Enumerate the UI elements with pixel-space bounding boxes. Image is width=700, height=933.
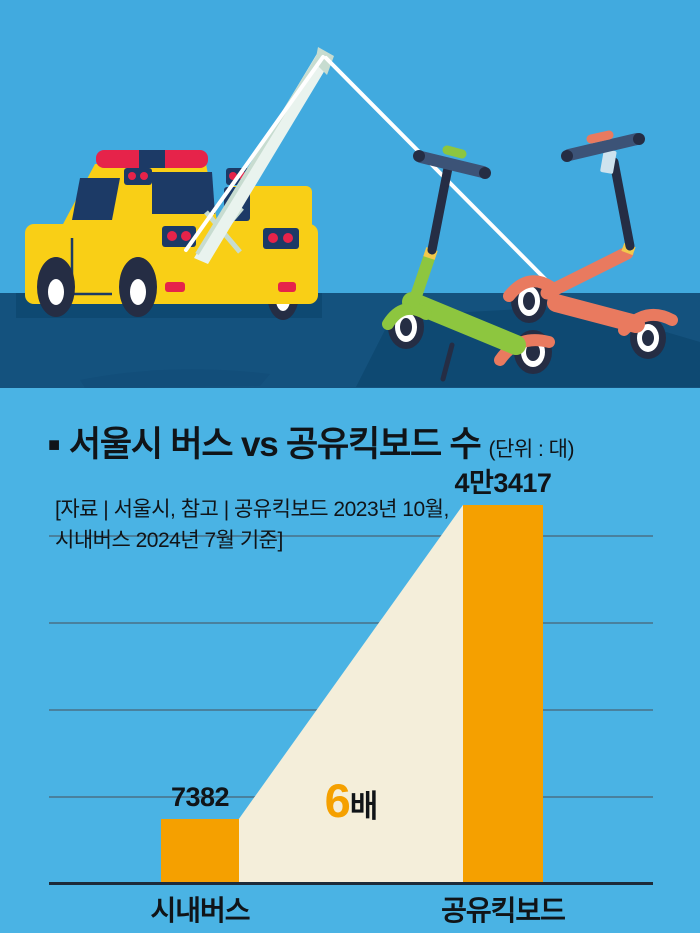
hero-illustration [0, 0, 700, 388]
orange-kickboard [503, 130, 678, 359]
handlebar [415, 151, 489, 178]
bumper-reflector [278, 282, 296, 292]
bumper-reflector [165, 282, 185, 292]
truck-wheels [37, 257, 157, 317]
x-axis-label: 공유킥보드 [441, 895, 566, 926]
bar-공유킥보드 [463, 505, 543, 883]
tow-cables [184, 55, 558, 292]
tow-cable [324, 56, 558, 292]
hoist-cable [184, 55, 325, 252]
grid-line [49, 621, 653, 624]
front-fender [503, 275, 557, 302]
chart-title-text: 서울시 버스 vs 공유킥보드 수 [68, 425, 482, 464]
multiplier-number: 6 [324, 774, 351, 827]
rear-window [152, 172, 215, 214]
bar-value-label: 7382 [170, 781, 230, 812]
handlebar [563, 133, 643, 161]
tow-truck [25, 47, 334, 320]
chart-unit-label: (단위 : 대) [488, 438, 575, 461]
multiplier-annotation: 6배 [241, 777, 461, 836]
chart-title: ■ 서울시 버스 vs 공유킥보드 수 (단위 : 대) [48, 416, 574, 467]
side-window [72, 178, 120, 220]
truck-body [25, 224, 318, 304]
x-axis-line [49, 882, 653, 885]
green-kickboard [382, 145, 555, 382]
chart-source-note: [자료 | 서울시, 참고 | 공유킥보드 2023년 10월, 시내버스 20… [55, 494, 449, 556]
x-axis-label: 시내버스 [150, 895, 250, 926]
bar-value-label: 4만3417 [454, 468, 552, 498]
growth-triangle [239, 505, 463, 883]
source-line-1: [자료 | 서울시, 참고 | 공유킥보드 2023년 10월, [55, 498, 449, 521]
chart-section: ■ 서울시 버스 vs 공유킥보드 수 (단위 : 대) 7382 시내버스 4만341… [0, 388, 700, 933]
multiplier-suffix: 배 [349, 789, 379, 824]
source-line-2: 시내버스 2024년 7월 기준] [55, 529, 283, 552]
rental-tag [600, 149, 617, 174]
bar-시내버스 [161, 818, 239, 883]
title-bullet-square: ■ [48, 434, 60, 456]
grid-line [49, 534, 653, 537]
